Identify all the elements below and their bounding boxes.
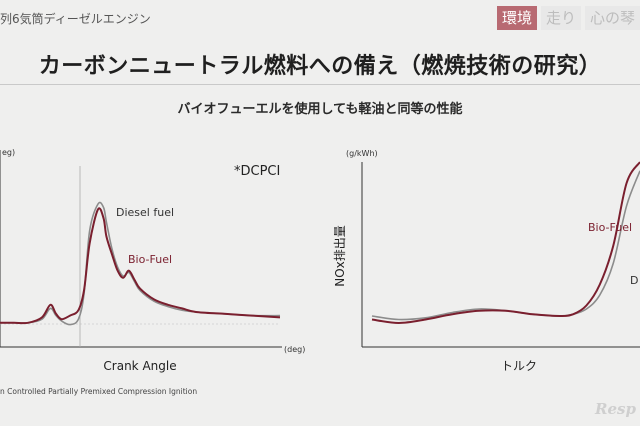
right-chart-xlabel: トルク	[501, 359, 537, 373]
tab-environment[interactable]: 環境	[496, 6, 537, 30]
title-divider	[0, 84, 640, 85]
page-title: カーボンニュートラル燃料への備え（燃焼技術の研究）	[38, 54, 602, 79]
left-chart-xlabel: Crank Angle	[103, 359, 176, 373]
page-subtitle: バイオフューエルを使用しても軽油と同等の性能	[177, 102, 463, 117]
right-legend-diesel: D	[630, 274, 638, 287]
left-legend-diesel: Diesel fuel	[116, 206, 174, 219]
left-chart-xlabel-unit: (deg)	[284, 345, 305, 354]
right-chart-series-diesel	[371, 170, 640, 321]
tab-driving[interactable]: 走り	[540, 6, 581, 30]
footnote: n Controlled Partially Premixed Compress…	[0, 387, 198, 396]
right-chart-series-bio	[371, 161, 640, 325]
header-caption: 列6気筒ディーゼルエンジン	[0, 12, 151, 26]
left-chart-annotation: *DCPCI	[234, 164, 280, 179]
right-legend-bio: Bio-Fuel	[588, 221, 632, 234]
left-chart-series-diesel	[0, 201, 281, 326]
tab-heart[interactable]: 心の琴	[584, 6, 640, 30]
watermark-logo: Resp	[595, 400, 636, 418]
top-tabs: 環境 走り 心の琴	[496, 6, 640, 30]
right-chart-ylabel-unit: (g/kWh)	[346, 149, 378, 158]
left-chart-ylabel-unit: eg)	[2, 148, 15, 157]
left-chart: eg) *DCPCI Crank Angle (deg) Diesel fuel…	[0, 148, 305, 373]
left-legend-bio: Bio-Fuel	[128, 253, 172, 266]
right-chart-ylabel: NOx排出量	[333, 225, 347, 287]
right-chart: (g/kWh) NOx排出量 トルク Bio-Fuel D	[333, 149, 640, 373]
left-chart-series-bio	[0, 207, 281, 325]
